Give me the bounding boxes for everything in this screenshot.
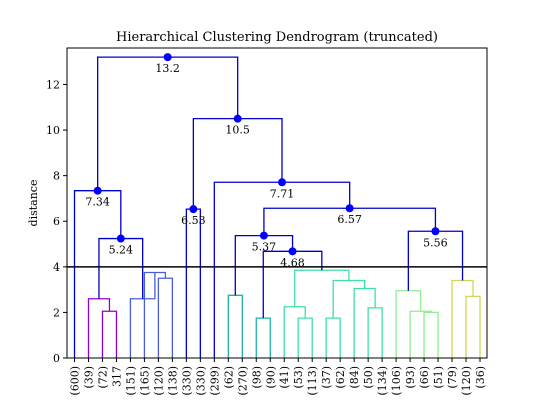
link-m3 xyxy=(157,277,174,358)
merge-point-m26 xyxy=(345,204,354,213)
x-tick-label: 317 xyxy=(110,366,123,387)
link-m14 xyxy=(367,307,383,358)
x-tick-label: (66) xyxy=(418,366,431,389)
link-m1 xyxy=(101,310,118,358)
y-tick-label: 0 xyxy=(53,352,60,365)
x-tick-label: (113) xyxy=(306,366,319,396)
x-tick-label: (53) xyxy=(292,366,305,389)
merge-label-m26: 6.57 xyxy=(337,213,362,226)
x-tick-label: (600) xyxy=(69,366,82,396)
link-m24 xyxy=(451,279,474,358)
plot-frame xyxy=(66,47,488,359)
link-m10 xyxy=(227,294,243,358)
merge-markers: 5.24 7.34 6.53 4.685.37 5.56 6.57 7.71 10.5 13.2 xyxy=(85,53,448,269)
x-tick-label: (50) xyxy=(362,366,375,389)
y-tick-label: 10 xyxy=(46,124,60,137)
merge-label-m7: 7.34 xyxy=(85,196,110,209)
x-tick-label: (98) xyxy=(250,366,263,389)
link-m15 xyxy=(353,287,376,358)
chart-title: Hierarchical Clustering Dendrogram (trun… xyxy=(116,30,438,45)
link-m23 xyxy=(465,295,481,358)
x-tick-label: (37) xyxy=(320,366,333,389)
y-tick-label: 6 xyxy=(53,215,60,228)
merge-point-m29 xyxy=(163,53,172,62)
x-tick-label: (134) xyxy=(376,366,389,396)
link-m4 xyxy=(143,271,167,358)
merge-label-m29: 13.2 xyxy=(155,62,180,75)
x-tick-label: (106) xyxy=(390,366,403,396)
link-m11 xyxy=(297,317,313,358)
link-m22 xyxy=(395,290,422,358)
x-tick-label: (330) xyxy=(180,366,193,396)
x-tick-label: (41) xyxy=(278,366,291,389)
merge-label-m18: 4.68 xyxy=(280,256,305,269)
y-tick-label: 8 xyxy=(53,170,60,183)
x-axis: (600) (39) (72) 317 (151) (165) (120) (138) (330… xyxy=(69,358,487,396)
merge-point-m18 xyxy=(288,247,297,256)
merge-label-m28: 10.5 xyxy=(225,124,250,137)
link-m12 xyxy=(283,306,306,358)
x-tick-label: (62) xyxy=(334,366,347,389)
link-m29 xyxy=(97,56,239,191)
x-tick-label: (36) xyxy=(474,366,487,389)
x-tick-label: (120) xyxy=(152,366,165,396)
x-tick-label: (62) xyxy=(222,366,235,389)
merge-point-m27 xyxy=(278,178,287,187)
x-tick-label: (299) xyxy=(208,366,221,396)
x-tick-label: (120) xyxy=(460,366,473,396)
x-tick-label: (165) xyxy=(138,366,151,396)
x-tick-label: (138) xyxy=(166,366,179,396)
merge-point-m7 xyxy=(93,186,102,195)
merge-point-m6 xyxy=(116,234,125,243)
merge-label-m8: 6.53 xyxy=(181,214,206,227)
y-tick-label: 2 xyxy=(53,306,60,319)
link-m16 xyxy=(332,279,366,319)
x-tick-label: (93) xyxy=(404,366,417,389)
merge-point-m19 xyxy=(259,231,268,240)
link-m8 xyxy=(185,208,201,358)
x-tick-label: (330) xyxy=(194,366,207,396)
y-axis-label: distance xyxy=(27,180,40,227)
merge-label-m6: 5.24 xyxy=(109,244,134,257)
x-tick-label: (270) xyxy=(236,366,249,396)
merge-point-m8 xyxy=(189,205,198,214)
x-tick-label: (39) xyxy=(82,366,95,389)
merge-label-m27: 7.71 xyxy=(270,187,295,200)
y-tick-label: 4 xyxy=(53,261,60,274)
merge-point-m28 xyxy=(233,114,242,123)
x-tick-label: (51) xyxy=(432,366,445,389)
x-tick-label: (90) xyxy=(264,366,277,389)
x-tick-label: (72) xyxy=(96,366,109,389)
merge-point-m25 xyxy=(431,227,440,236)
merge-label-m25: 5.56 xyxy=(423,236,448,249)
x-tick-label: (151) xyxy=(124,366,137,396)
link-m17 xyxy=(294,269,350,307)
y-axis: 0 2 4 6 8 10 12 xyxy=(46,78,67,365)
link-m9 xyxy=(255,317,271,358)
dendrogram-links xyxy=(73,56,481,358)
merge-label-m19: 5.37 xyxy=(252,241,277,254)
y-tick-label: 12 xyxy=(46,78,60,91)
link-m2 xyxy=(87,298,111,358)
link-m13 xyxy=(325,317,341,358)
link-m20 xyxy=(423,311,439,358)
link-m7 xyxy=(73,190,122,358)
link-m21 xyxy=(409,310,432,358)
x-tick-label: (84) xyxy=(348,366,361,389)
x-tick-label: (79) xyxy=(446,366,459,389)
